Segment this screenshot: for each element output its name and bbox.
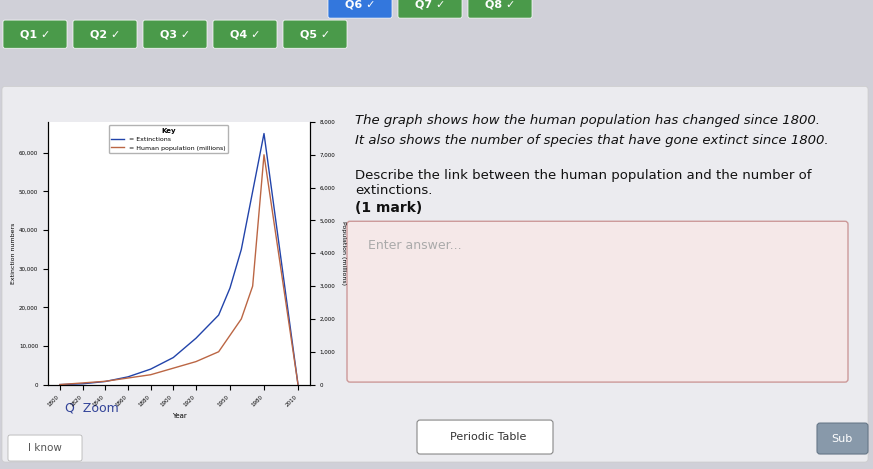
FancyBboxPatch shape [817,423,868,454]
X-axis label: Year: Year [172,413,186,419]
= Human population (millions) [247,283,258,289]
FancyBboxPatch shape [347,221,848,382]
= Extinctions [55,382,65,387]
= Extinctions [168,355,179,360]
FancyBboxPatch shape [398,0,462,18]
= Human population (millions) [146,372,156,378]
Text: Q7 ✓: Q7 ✓ [415,0,445,9]
FancyBboxPatch shape [2,86,868,462]
Text: (1 mark): (1 mark) [355,201,423,215]
Text: Enter answer...: Enter answer... [368,239,462,252]
= Extinctions [100,378,111,384]
FancyBboxPatch shape [468,0,532,18]
= Extinctions [292,382,303,387]
Text: Describe the link between the human population and the number of
extinctions.: Describe the link between the human popu… [355,169,812,197]
FancyBboxPatch shape [73,20,137,48]
= Human population (millions) [78,380,88,386]
= Human population (millions) [168,365,179,371]
Y-axis label: Population (millions): Population (millions) [341,221,347,285]
Text: The graph shows how the human population has changed since 1800.: The graph shows how the human population… [355,114,820,128]
= Extinctions [146,366,156,372]
FancyBboxPatch shape [283,20,347,48]
= Extinctions [224,285,235,291]
Text: Q8 ✓: Q8 ✓ [485,0,515,9]
Text: Q5 ✓: Q5 ✓ [299,29,330,39]
= Human population (millions) [292,382,303,387]
Text: Q2 ✓: Q2 ✓ [90,29,120,39]
FancyBboxPatch shape [213,20,277,48]
Line: = Human population (millions): = Human population (millions) [60,155,298,385]
= Extinctions [213,312,223,318]
FancyBboxPatch shape [8,435,82,461]
= Extinctions [78,381,88,386]
Text: Q4 ✓: Q4 ✓ [230,29,260,39]
Text: Q  Zoom: Q Zoom [65,401,119,414]
Text: Periodic Table: Periodic Table [443,432,526,442]
Line: = Extinctions: = Extinctions [60,134,298,385]
Text: Q1 ✓: Q1 ✓ [20,29,50,39]
Legend: = Extinctions, = Human population (millions): = Extinctions, = Human population (milli… [109,125,228,153]
= Extinctions [258,131,269,136]
Text: Q3 ✓: Q3 ✓ [160,29,190,39]
Y-axis label: Extinction numbers: Extinction numbers [11,223,17,284]
= Human population (millions) [213,349,223,355]
Text: Sub: Sub [831,434,853,444]
= Human population (millions) [100,378,111,384]
FancyBboxPatch shape [3,20,67,48]
= Human population (millions) [123,375,134,381]
= Extinctions [247,189,258,194]
FancyBboxPatch shape [417,420,553,454]
Text: It also shows the number of species that have gone extinct since 1800.: It also shows the number of species that… [355,134,828,147]
= Human population (millions) [224,333,235,338]
FancyBboxPatch shape [328,0,392,18]
= Extinctions [236,247,246,252]
= Human population (millions) [190,359,201,364]
= Human population (millions) [236,316,246,322]
= Extinctions [123,374,134,380]
FancyBboxPatch shape [143,20,207,48]
Text: Q6 ✓: Q6 ✓ [345,0,375,9]
Text: I know: I know [28,443,62,453]
= Extinctions [190,335,201,341]
= Human population (millions) [258,152,269,158]
= Human population (millions) [55,382,65,387]
